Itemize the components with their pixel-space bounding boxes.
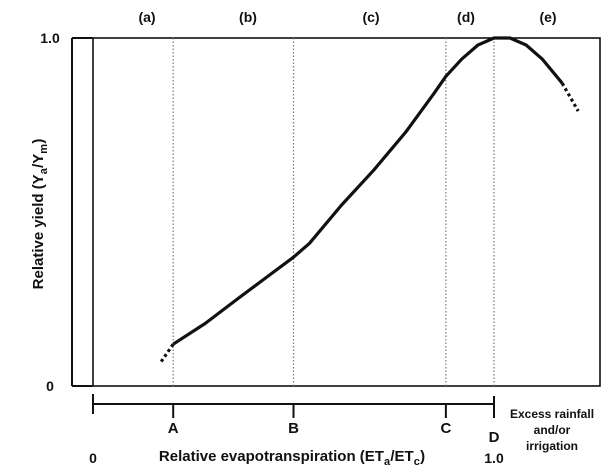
x-tick-label: 0 [89,450,97,466]
y-tick-label: 0 [46,378,54,394]
excess-label-line: Excess rainfall [510,407,594,421]
zone-label-a: (a) [138,9,155,25]
zone-label-c: (c) [362,9,379,25]
threshold-label-c: C [440,420,451,437]
curve-segment-dotted [560,82,580,112]
x-axis-label: Relative evapotranspiration (ETa /ETc ) [159,448,425,468]
curve-segment-solid [172,36,564,346]
y-tick-label: 1.0 [40,30,60,46]
x-tick-label: 1.0 [484,450,504,466]
plot-frame [92,37,601,387]
zone-label-d: (d) [457,9,475,25]
excess-label-line: and/or [534,423,571,437]
threshold-label-b: B [288,420,299,437]
zone-label-b: (b) [239,9,257,25]
curve-segment-dotted [159,343,175,363]
y-axis-label: Relative yield (Ya /Ym ) [30,139,50,290]
zone-label-e: (e) [539,9,556,25]
excess-label-line: irrigation [526,439,578,453]
threshold-label-d: D [489,429,500,446]
threshold-label-a: A [168,420,179,437]
